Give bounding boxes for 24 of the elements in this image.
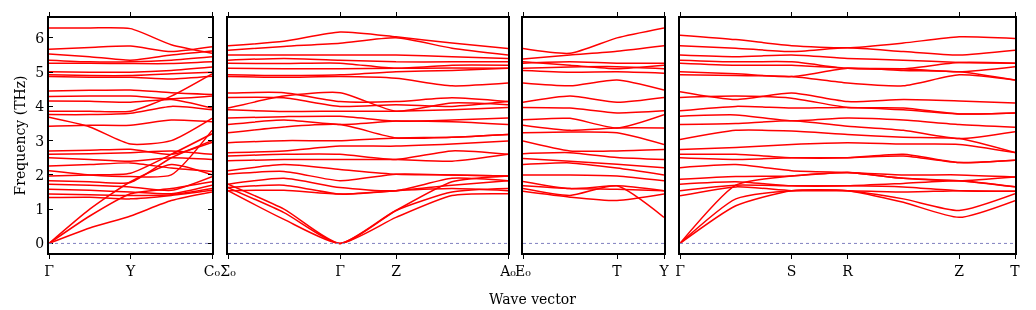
x-axis-title: Wave vector (489, 291, 577, 307)
y-tick-label: 2 (35, 166, 45, 183)
x-tick-label: E₀ (515, 262, 532, 279)
y-tick-label: 5 (35, 64, 45, 81)
y-tick-label: 6 (35, 29, 45, 46)
x-tick-label: T (612, 262, 623, 279)
x-tick-label: C₀ (203, 262, 221, 279)
x-tick-label: Y (124, 262, 136, 279)
y-axis-title: Frequency (THz) (12, 75, 29, 196)
x-tick-label: Z (391, 262, 402, 279)
x-tick-label: A₀ (499, 262, 517, 279)
x-tick-label: T (1010, 262, 1021, 279)
x-tick-label: Y (658, 262, 670, 279)
x-tick-label: Γ (335, 262, 346, 279)
y-tick-label: 1 (35, 201, 45, 218)
x-tick-label: R (842, 262, 854, 279)
x-tick-label: S (786, 262, 797, 279)
x-tick-label: Γ (675, 262, 686, 279)
y-tick-label: 4 (35, 98, 45, 115)
x-tick-label: Σ₀ (220, 262, 237, 279)
y-tick-label: 0 (35, 235, 45, 252)
y-tick-label: 3 (35, 132, 45, 149)
x-tick-label: Z (954, 262, 965, 279)
x-tick-label: Γ (44, 262, 55, 279)
